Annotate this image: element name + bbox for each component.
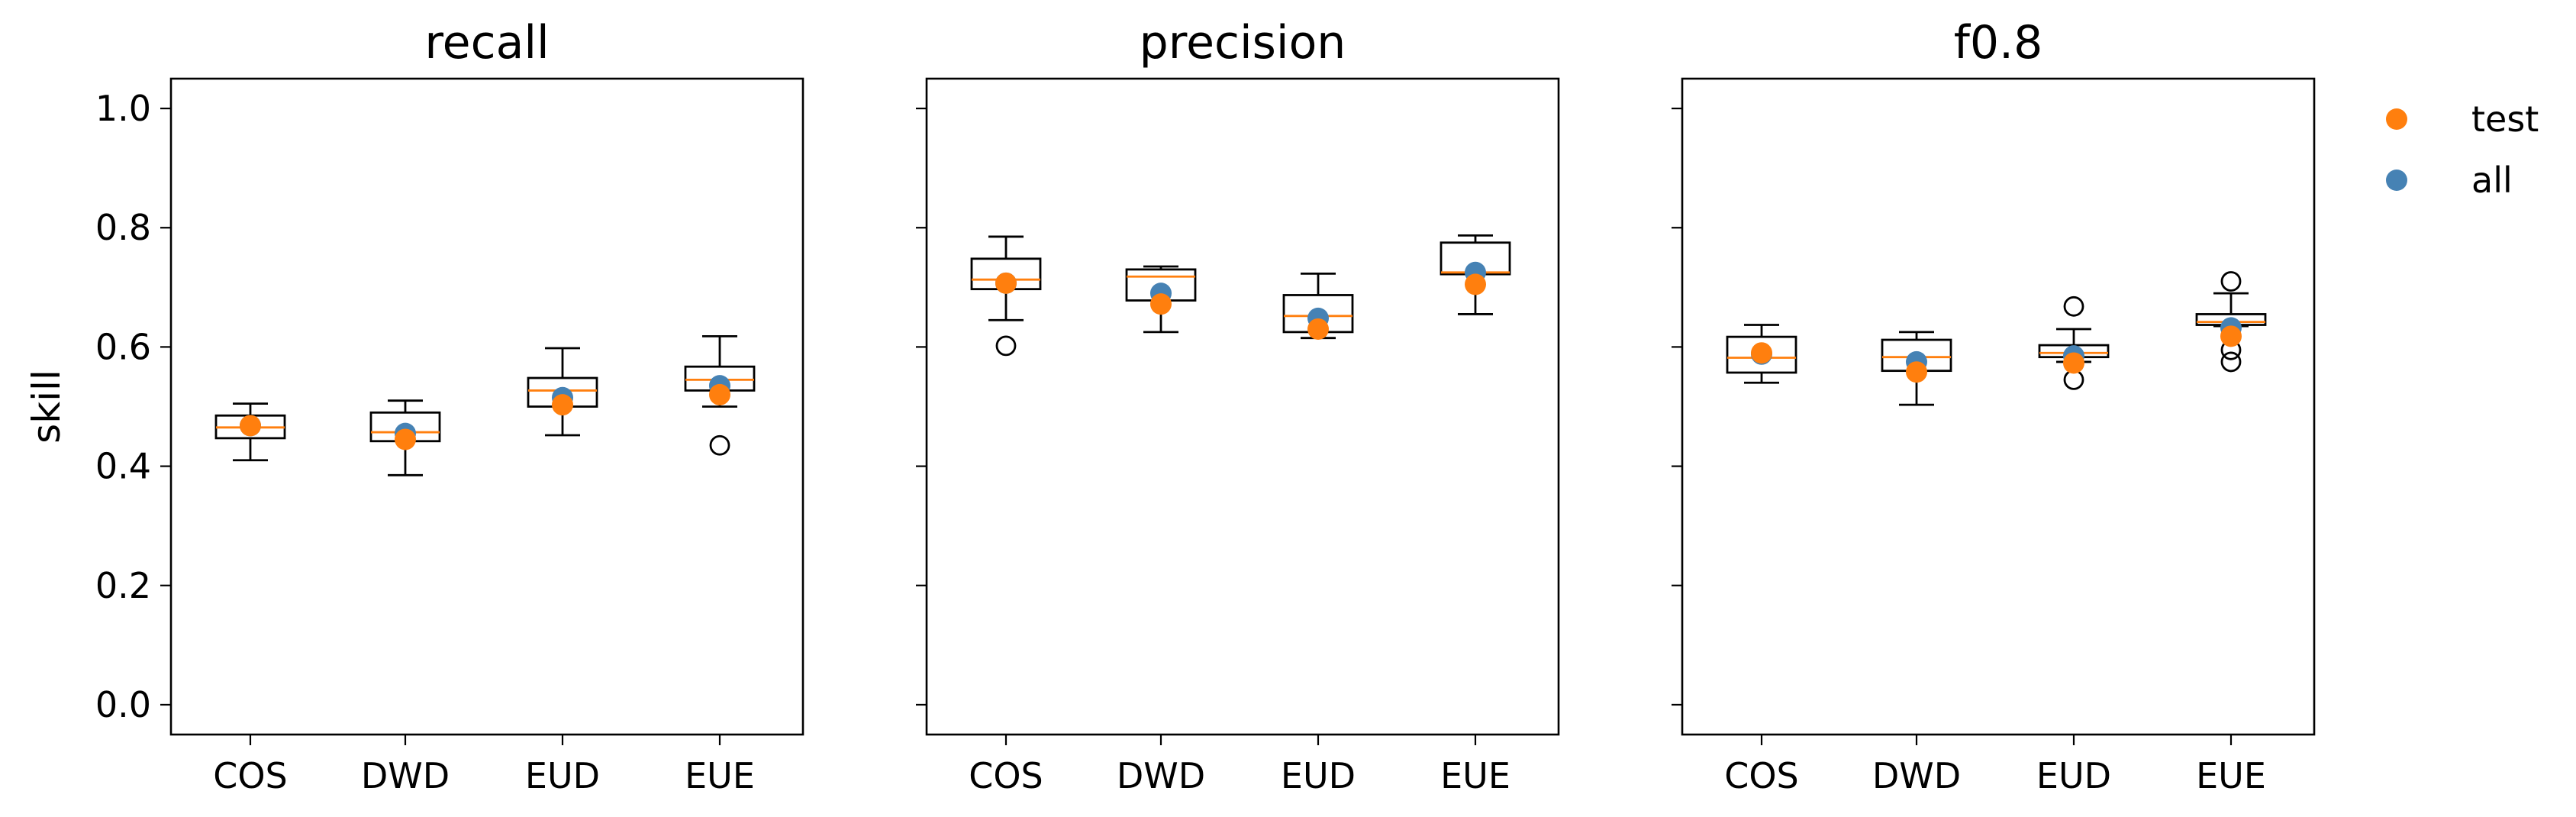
y-tick-label: 0.0 bbox=[95, 684, 151, 725]
box-eud bbox=[2038, 295, 2110, 390]
test-point bbox=[2220, 325, 2242, 347]
box-dwd bbox=[1125, 265, 1197, 334]
test-point bbox=[1465, 273, 1486, 295]
panel-1: COS DWD EUD EUE precision bbox=[916, 16, 1560, 796]
box-eud bbox=[527, 347, 598, 437]
x-tick-label: EUE bbox=[685, 755, 755, 796]
x-tick-label: COS bbox=[969, 755, 1043, 796]
legend-marker-test bbox=[2386, 108, 2407, 130]
panel-title: f0.8 bbox=[1954, 16, 2043, 69]
y-tick-label: 0.2 bbox=[95, 565, 151, 606]
test-point bbox=[240, 415, 261, 437]
plot-frame bbox=[1681, 77, 2316, 736]
box-eue bbox=[1440, 234, 1511, 315]
box-cos bbox=[214, 402, 286, 462]
test-point bbox=[1150, 293, 1172, 315]
box-eud bbox=[1282, 272, 1354, 340]
box-cos bbox=[970, 235, 1042, 357]
test-point bbox=[552, 394, 573, 416]
panels-layer: 0.0 0.2 0.4 0.6 0.8 1.0 COS DWD EUD EUE recall COS D… bbox=[95, 16, 2316, 796]
legend: test all bbox=[2386, 98, 2539, 201]
outlier-point bbox=[2220, 351, 2242, 373]
y-tick-label: 1.0 bbox=[95, 88, 151, 129]
y-tick-label: 0.6 bbox=[95, 326, 151, 367]
legend-label-all: all bbox=[2471, 160, 2513, 201]
y-tick-label: 0.4 bbox=[95, 446, 151, 487]
box-dwd bbox=[1881, 331, 1952, 406]
outlier-point bbox=[709, 434, 730, 456]
test-point bbox=[995, 272, 1017, 294]
box-cos bbox=[1726, 324, 1797, 384]
x-tick-label: DWD bbox=[361, 755, 450, 796]
test-point bbox=[395, 428, 416, 450]
panel-0: 0.0 0.2 0.4 0.6 0.8 1.0 COS DWD EUD EUE recall bbox=[95, 16, 804, 796]
panel-title: precision bbox=[1140, 16, 1346, 69]
outlier-point bbox=[995, 335, 1017, 357]
x-tick-label: DWD bbox=[1872, 755, 1961, 796]
legend-label-test: test bbox=[2471, 98, 2539, 140]
test-point bbox=[709, 383, 730, 405]
panel-2: COS DWD EUD EUE f0.8 bbox=[1672, 16, 2316, 796]
x-tick-label: EUD bbox=[2036, 755, 2111, 796]
box-iqr bbox=[1726, 335, 1797, 374]
box-eue bbox=[684, 334, 756, 456]
x-tick-label: EUE bbox=[1440, 755, 1510, 796]
test-point bbox=[1307, 318, 1329, 340]
box-dwd bbox=[369, 399, 441, 476]
box-eue bbox=[2195, 271, 2267, 373]
y-axis-label: skill bbox=[24, 370, 69, 444]
panel-title: recall bbox=[424, 16, 549, 69]
legend-marker-all bbox=[2386, 170, 2407, 191]
outlier-point bbox=[2220, 271, 2242, 292]
outlier-point bbox=[2063, 295, 2084, 317]
y-tick-label: 0.8 bbox=[95, 207, 151, 248]
x-tick-label: EUE bbox=[2196, 755, 2266, 796]
x-tick-label: EUD bbox=[1281, 755, 1356, 796]
plot-frame bbox=[925, 77, 1560, 736]
x-tick-label: DWD bbox=[1117, 755, 1205, 796]
x-tick-label: COS bbox=[213, 755, 288, 796]
x-tick-label: EUD bbox=[525, 755, 600, 796]
test-point bbox=[1751, 342, 1772, 364]
x-tick-label: COS bbox=[1724, 755, 1799, 796]
test-point bbox=[2063, 352, 2084, 374]
plot-frame bbox=[169, 77, 804, 736]
test-point bbox=[1906, 361, 1927, 383]
